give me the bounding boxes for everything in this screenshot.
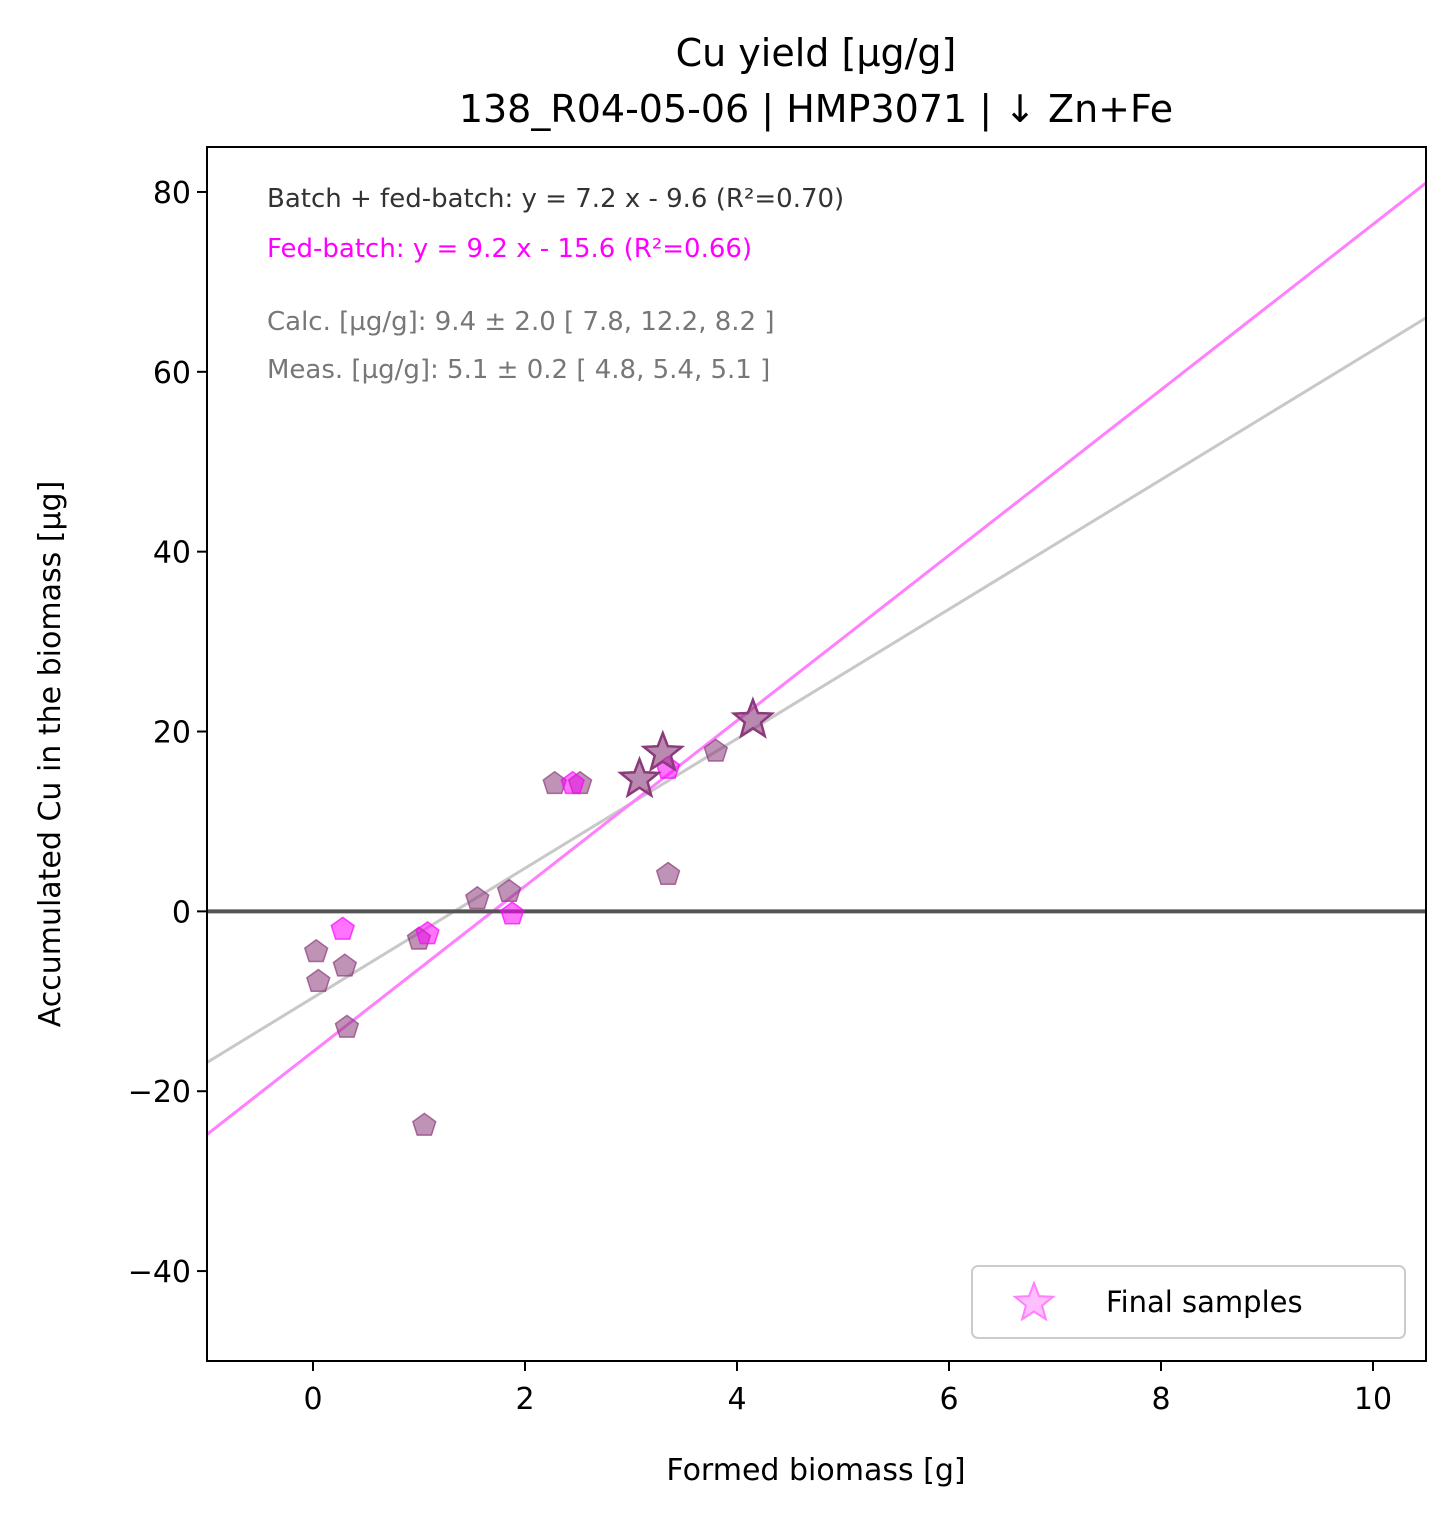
y-tick-label: −40 xyxy=(128,1255,191,1290)
data-point xyxy=(560,770,585,795)
calc-annotation: Calc. [µg/g]: 9.4 ± 2.0 [ 7.8, 12.2, 8.2… xyxy=(267,307,775,337)
y-axis-ticks: −40 −20 0 20 40 60 80 xyxy=(128,176,207,1290)
y-axis-label: Accumulated Cu in the biomass [µg] xyxy=(33,481,68,1028)
data-point xyxy=(496,878,522,903)
x-axis-ticks: 0 2 4 6 8 10 xyxy=(303,1361,1392,1417)
fit-line-fed-batch xyxy=(207,181,1426,1136)
data-point xyxy=(306,968,331,992)
legend-star-icon xyxy=(1012,1280,1056,1322)
data-point xyxy=(334,1014,360,1038)
x-tick-label: 6 xyxy=(939,1382,958,1417)
y-tick-label: 60 xyxy=(153,356,191,391)
legend-label: Final samples xyxy=(1106,1285,1303,1319)
x-tick-label: 0 xyxy=(303,1382,322,1417)
y-tick-label: 20 xyxy=(153,716,191,751)
fit-fed-annotation: Fed-batch: y = 9.2 x - 15.6 (R²=0.66) xyxy=(267,234,752,264)
data-point xyxy=(500,901,525,925)
plot-frame xyxy=(206,146,1427,1362)
data-point xyxy=(303,938,329,963)
x-axis-label: Formed biomass [g] xyxy=(666,1453,965,1488)
data-point xyxy=(465,885,490,910)
chart-title-line1: Cu yield [µg/g] xyxy=(676,31,957,75)
x-tick-label: 4 xyxy=(727,1382,746,1417)
y-tick-label: 40 xyxy=(153,536,191,571)
data-point xyxy=(703,738,729,762)
data-point xyxy=(415,920,440,945)
meas-annotation: Meas. [µg/g]: 5.1 ± 0.2 [ 4.8, 5.4, 5.1 … xyxy=(267,355,770,385)
x-tick-label: 10 xyxy=(1354,1382,1392,1417)
data-point xyxy=(332,953,358,977)
x-tick-label: 2 xyxy=(515,1382,534,1417)
x-tick-label: 8 xyxy=(1151,1382,1170,1417)
y-tick-label: 0 xyxy=(172,895,191,930)
final-sample-star xyxy=(730,696,776,739)
final-sample-star xyxy=(617,755,662,799)
chart-title-line2: 138_R04-05-06 | HMP3071 | ↓ Zn+Fe xyxy=(459,87,1173,132)
final-sample-star xyxy=(640,729,686,773)
data-point xyxy=(330,916,355,940)
data-points xyxy=(303,696,776,1136)
data-point xyxy=(655,861,681,885)
legend: Final samples xyxy=(971,1265,1406,1339)
data-point xyxy=(412,1112,437,1136)
fit-line-all xyxy=(207,316,1426,1064)
y-tick-label: 80 xyxy=(153,176,191,211)
legend-box xyxy=(971,1265,1406,1339)
fit-all-annotation: Batch + fed-batch: y = 7.2 x - 9.6 (R²=0… xyxy=(267,184,844,214)
y-tick-label: −20 xyxy=(128,1075,191,1110)
